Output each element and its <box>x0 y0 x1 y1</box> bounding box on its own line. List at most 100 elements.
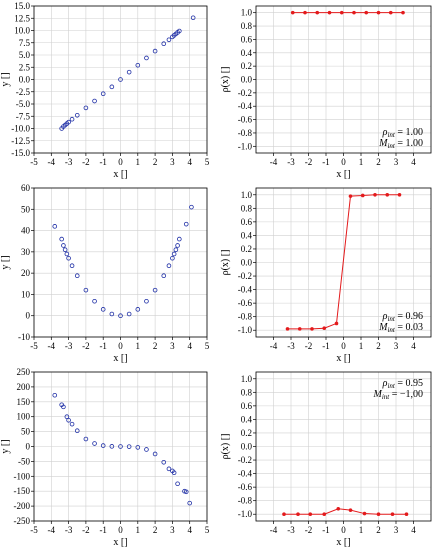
chart-5-ytick-label: -100 <box>14 471 31 481</box>
chart-3-xtick-label: 5 <box>205 341 210 351</box>
chart-6-xtick-label: 4 <box>411 525 416 535</box>
chart-5-point <box>52 392 58 398</box>
chart-1-ytick-label: -7.5 <box>16 111 31 121</box>
chart-3-point <box>62 247 68 253</box>
chart-1-xlabel: x [] <box>113 169 127 180</box>
chart-3-point <box>64 251 70 257</box>
chart-3-point <box>135 307 141 312</box>
chart-1-ytick-label: 2.5 <box>19 62 31 72</box>
chart-3-ytick-label: 30 <box>21 247 31 257</box>
chart-5-point <box>118 444 123 449</box>
chart-1-xtick-label: -3 <box>65 157 73 167</box>
chart-6-ytick-label: 0.0 <box>241 442 253 452</box>
chart-5-xtick-label: -4 <box>48 525 56 535</box>
chart-6-ytick-label: -0.4 <box>238 469 253 479</box>
chart-1-ytick-label: 10.0 <box>14 26 30 36</box>
chart-5-ytick-label: 200 <box>17 382 31 392</box>
chart-3-xtick-label: 3 <box>170 341 175 351</box>
chart-3-point <box>66 255 71 261</box>
chart-6-ylabel: ρ(x) [] <box>220 434 231 460</box>
chart-6-marker <box>376 512 381 517</box>
chart-5-point <box>171 470 177 476</box>
chart-6-ytick-label: 0.6 <box>241 401 253 411</box>
chart-6-ytick-label: -0.6 <box>238 482 253 492</box>
chart-1-xtick-label: -5 <box>30 157 38 167</box>
chart-3-xtick-label: 2 <box>153 341 158 351</box>
chart-1-ytick-label: -10.0 <box>11 124 30 134</box>
chart-1-point <box>66 119 71 125</box>
chart-2-m-annotation: Mint = 1.00 <box>378 138 423 150</box>
chart-4-xtick-label: 4 <box>411 341 416 351</box>
chart-3-ytick-label: 20 <box>21 268 31 278</box>
chart-3-point <box>161 273 167 278</box>
chart-1-ytick-label: -15.0 <box>11 148 30 158</box>
chart-5-ytick-label: 250 <box>17 367 31 377</box>
chart-3-ytick-label: -10 <box>18 332 30 342</box>
chart-2-xtick-label: 3 <box>394 157 399 167</box>
chart-5-ytick-label: 50 <box>21 427 31 437</box>
chart-1-point <box>152 48 158 54</box>
chart-2-xlabel: x [] <box>336 169 350 180</box>
chart-5-point <box>166 466 172 472</box>
chart-6-xlabel: x [] <box>336 537 350 548</box>
chart-3-xtick-label: 1 <box>136 341 141 351</box>
chart-6-ytick-label: -0.8 <box>238 496 253 506</box>
chart-3-point <box>144 298 149 304</box>
chart-3-point <box>173 247 179 253</box>
chart-3-point <box>175 243 180 248</box>
chart-1-point <box>69 116 75 122</box>
chart-3-xtick-label: -3 <box>65 341 73 351</box>
chart-2-rho-annotation: ρint = 1.00 <box>382 127 423 139</box>
chart-2-marker <box>290 10 295 15</box>
chart-1-xtick-label: -1 <box>99 157 107 167</box>
chart-5-point <box>126 444 132 449</box>
chart-1-xtick-label: 2 <box>153 157 158 167</box>
chart-6-ytick-label: 0.4 <box>241 414 253 424</box>
chart-1-xtick-label: -4 <box>48 157 56 167</box>
chart-4-ytick-label: -0.6 <box>238 298 253 308</box>
chart-5-panel: -5 -4 -3 -2 -1 0 1 2 3 4 5 -250 -200 -150 -100 -50 0 50 10… <box>0 367 210 548</box>
chart-1-ytick-label: 12.5 <box>14 13 30 23</box>
chart-1-point <box>190 15 196 21</box>
chart-5-point <box>100 443 106 448</box>
chart-5-point <box>69 421 75 427</box>
chart-4-marker <box>360 193 365 198</box>
chart-5-point <box>83 436 89 442</box>
chart-5-point <box>175 481 180 487</box>
chart-5-point <box>183 489 189 495</box>
chart-4-ytick-label: 0.4 <box>241 230 253 240</box>
chart-3-point <box>177 236 182 242</box>
chart-5-point <box>152 451 158 457</box>
chart-3-point <box>152 287 158 293</box>
chart-2-panel: -4 -3 -2 -1 0 1 2 3 4 -1.0 -0.8 -0.6 -0.4 -0.2 0.0 0.2 0… <box>220 5 432 180</box>
chart-1-point <box>177 28 182 34</box>
chart-1-point <box>166 37 172 43</box>
chart-5-ytick-label: -150 <box>14 486 31 496</box>
chart-1-point <box>83 105 89 111</box>
chart-6-marker <box>348 508 353 512</box>
chart-4-xtick-label: -3 <box>287 341 295 351</box>
chart-2-xtick-label: -4 <box>270 157 278 167</box>
chart-5-point <box>66 417 71 423</box>
chart-4-m-annotation: Mint = 0.03 <box>378 322 423 334</box>
chart-2-ytick-label: 1.0 <box>241 8 253 18</box>
chart-6-ytick-label: 0.2 <box>241 428 252 438</box>
chart-6-marker <box>322 512 327 517</box>
chart-2-marker <box>327 10 332 15</box>
chart-3-xtick-label: -2 <box>82 341 90 351</box>
chart-2-ytick-label: -0.6 <box>238 115 253 125</box>
chart-1-ytick-label: 7.5 <box>19 38 31 48</box>
chart-6-ytick-label: 1.0 <box>241 374 253 384</box>
chart-6-xtick-label: -1 <box>322 525 330 535</box>
chart-3-point <box>59 236 64 242</box>
chart-1-ylabel: y [] <box>0 72 11 86</box>
chart-5-xlabel: x [] <box>113 537 127 548</box>
chart-5-xtick-label: -2 <box>82 525 90 535</box>
chart-2-ytick-label: 0.4 <box>241 48 253 58</box>
chart-4-ytick-label: 1.0 <box>241 190 253 200</box>
chart-3-point <box>189 204 194 210</box>
chart-3-ytick-label: 40 <box>21 226 31 236</box>
chart-3-point <box>118 313 123 319</box>
chart-6-m-annotation: Mint = −1,00 <box>372 389 423 401</box>
